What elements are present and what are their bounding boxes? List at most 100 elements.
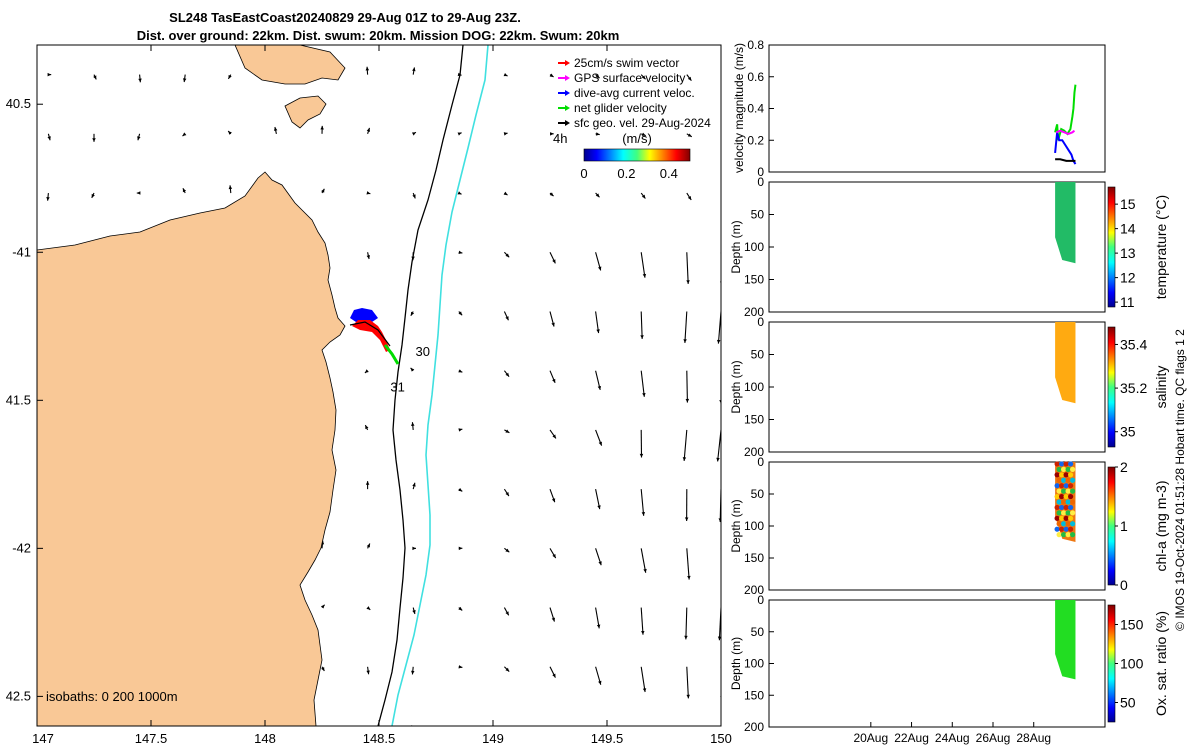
section-salinity bbox=[1055, 322, 1076, 404]
geo-arrow-45 bbox=[640, 192, 646, 199]
geo-arrow-42 bbox=[503, 191, 508, 196]
colorbar-salinity-tick-label-0: 35 bbox=[1120, 424, 1136, 440]
geo-arrow-34 bbox=[136, 191, 141, 195]
geo-arrow-181 bbox=[276, 725, 277, 726]
swim-vector-blob bbox=[352, 320, 390, 352]
legend-label-0: 25cm/s swim vector bbox=[574, 56, 679, 70]
geo-arrow-72 bbox=[410, 311, 415, 316]
isobath-1000m bbox=[391, 45, 489, 726]
profile-salinity-ytick-label-1: 50 bbox=[751, 348, 765, 362]
profile-frame-chlorophyll bbox=[768, 461, 1106, 591]
map-ytick-label-0: 40.5 bbox=[6, 96, 31, 111]
profile-chlorophyll-ytick-label-3: 150 bbox=[744, 551, 764, 565]
geo-arrow-108 bbox=[595, 429, 603, 446]
figure-title-line1: SL248 TasEastCoast20240829 29-Aug 01Z to… bbox=[169, 10, 521, 25]
profile-chlorophyll-ytick-label-4: 200 bbox=[744, 583, 764, 597]
profile-oxygen-ytick-label-4: 200 bbox=[744, 720, 764, 734]
geo-arrow-20 bbox=[227, 130, 232, 135]
geo-arrow-153 bbox=[458, 606, 463, 611]
colorbar-temperature-tick-label-4: 15 bbox=[1120, 196, 1136, 212]
geo-arrow-36 bbox=[228, 185, 233, 194]
geo-arrow-39 bbox=[366, 191, 371, 195]
profile-temperature-ytick-label-1: 50 bbox=[751, 208, 765, 222]
map-ytick-label-3: -42 bbox=[12, 540, 31, 555]
vel-ytick-label-1: 0.2 bbox=[747, 133, 764, 147]
geo-arrow-171 bbox=[549, 666, 556, 678]
colorbar-temperature-label: temperature (°C) bbox=[1153, 195, 1169, 299]
geo-arrow-120 bbox=[412, 482, 416, 490]
time-xtick-label-4: 28Aug bbox=[1016, 731, 1051, 745]
colorbar-chlorophyll-label: chl-a (mg m-3) bbox=[1153, 480, 1169, 571]
flinders-island bbox=[234, 45, 346, 85]
geo-arrow-124 bbox=[595, 489, 601, 510]
colorbar-temperature-tick-label-3: 14 bbox=[1120, 221, 1136, 237]
colorbar-oxygen-tick-label-1: 100 bbox=[1120, 656, 1144, 672]
geo-arrow-11 bbox=[549, 73, 554, 78]
vel-series-2 bbox=[1055, 129, 1076, 135]
colorbar-speed-tick-2: 0.4 bbox=[660, 166, 678, 181]
geo-arrow-78 bbox=[683, 311, 688, 343]
geo-arrow-22 bbox=[320, 125, 324, 134]
geo-arrow-44 bbox=[595, 192, 600, 198]
legend-label-2: dive-avg current veloc. bbox=[574, 86, 695, 100]
geo-arrow-174 bbox=[686, 666, 690, 699]
profile-salinity: 0 50 100 150 200 Depth (m) 35 35.2 35.4 salinity bbox=[729, 315, 1169, 459]
geo-arrow-3 bbox=[182, 74, 187, 83]
geo-arrow-75 bbox=[549, 311, 555, 327]
profile-temperature-ytick-label-4: 200 bbox=[744, 305, 764, 319]
geo-arrow-121 bbox=[458, 487, 463, 492]
time-xtick-label-2: 24Aug bbox=[935, 731, 970, 745]
geo-arrow-123 bbox=[549, 488, 556, 503]
geo-arrow-170 bbox=[504, 666, 510, 672]
geo-arrow-189 bbox=[641, 725, 642, 726]
geo-arrow-139 bbox=[549, 548, 557, 559]
geo-arrow-142 bbox=[686, 548, 691, 580]
profile-frame-temperature bbox=[768, 181, 1106, 313]
profile-chlorophyll-ytick-label-1: 50 bbox=[751, 487, 765, 501]
geo-arrow-167 bbox=[366, 666, 370, 675]
geo-arrow-186 bbox=[504, 725, 506, 726]
geo-arrow-94 bbox=[685, 370, 690, 403]
profile-oxygen-ytick-label-3: 150 bbox=[744, 688, 764, 702]
geo-arrow-155 bbox=[549, 607, 556, 622]
geo-arrow-58 bbox=[504, 251, 510, 258]
geo-arrow-87 bbox=[364, 369, 369, 374]
geo-arrow-105 bbox=[458, 428, 463, 432]
geo-arrow-55 bbox=[366, 252, 371, 260]
profile-salinity-ytick-label-2: 100 bbox=[744, 380, 764, 394]
figure-title-line2: Dist. over ground: 22km. Dist. swum: 20k… bbox=[137, 28, 620, 43]
colorbar-salinity-tick-label-2: 35.4 bbox=[1120, 336, 1147, 352]
geo-arrow-135 bbox=[366, 543, 371, 549]
geo-arrow-166 bbox=[321, 666, 325, 672]
geo-arrow-173 bbox=[640, 666, 647, 693]
profile-temperature-ytick-label-3: 150 bbox=[744, 273, 764, 287]
geo-arrow-158 bbox=[684, 607, 688, 640]
geo-arrow-106 bbox=[504, 429, 510, 434]
colorbar-salinity-tick-label-1: 35.2 bbox=[1120, 380, 1147, 396]
geo-arrow-190 bbox=[686, 725, 687, 726]
profile-oxygen-ylabel: Depth (m) bbox=[729, 637, 743, 690]
colorbar-temperature bbox=[1107, 186, 1116, 308]
time-xtick-label-1: 22Aug bbox=[894, 731, 929, 745]
geo-arrow-32 bbox=[46, 192, 50, 201]
tasmania-landmass bbox=[37, 171, 346, 726]
geo-arrow-47 bbox=[720, 193, 721, 195]
geo-arrow-16 bbox=[47, 133, 51, 141]
geo-arrow-156 bbox=[595, 607, 601, 629]
geo-arrow-126 bbox=[684, 489, 689, 522]
day-label-1: 31 bbox=[390, 379, 404, 394]
map-xtick-label-1: 147.5 bbox=[135, 731, 168, 746]
profile-temperature: 0 50 100 150 200 Depth (m) 11 12 13 14 15 temperatu… bbox=[729, 175, 1169, 319]
geo-arrow-89 bbox=[458, 369, 463, 373]
colorbar-salinity-label: salinity bbox=[1153, 366, 1169, 409]
geo-arrow-91 bbox=[549, 370, 556, 384]
colorbar-speed-tick-0: 0 bbox=[580, 166, 587, 181]
velocity-series bbox=[1054, 84, 1077, 165]
geo-arrow-140 bbox=[595, 548, 602, 566]
cape-barren-island bbox=[284, 95, 327, 129]
profile-temperature-ytick-label-0: 0 bbox=[757, 175, 764, 189]
time-xtick-label-0: 20Aug bbox=[853, 731, 888, 745]
map-ticks: 147 147.5 148 148.5 149 149.5 150 40.5 -41 41.5 -4… bbox=[6, 45, 732, 746]
geo-arrow-104 bbox=[411, 422, 415, 430]
